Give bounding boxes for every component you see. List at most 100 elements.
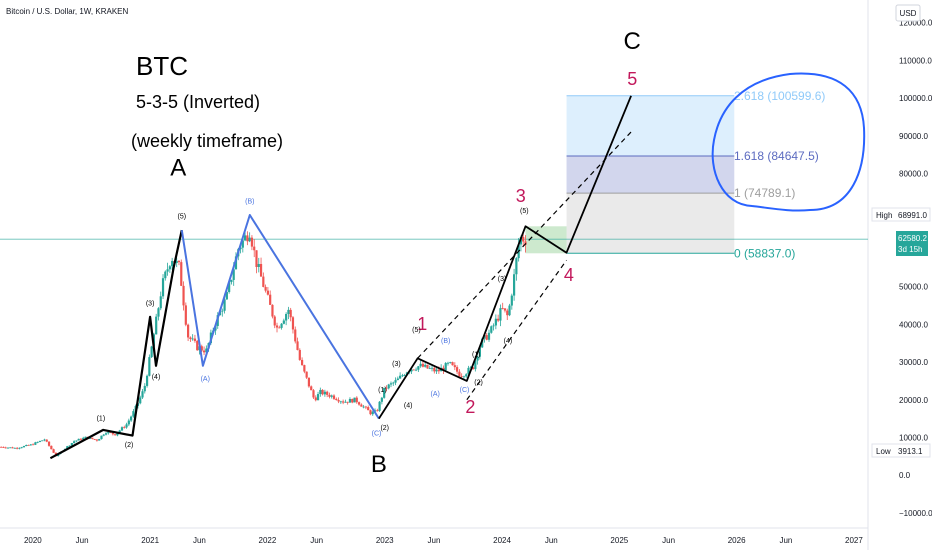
candle-body bbox=[421, 363, 425, 367]
candle-body bbox=[335, 398, 338, 400]
candle-body bbox=[476, 356, 479, 361]
fib-level-label: 0 (58837.0) bbox=[734, 246, 795, 260]
candle-body bbox=[68, 445, 71, 447]
wave-label-minor: (1) bbox=[97, 416, 106, 423]
wave-label-minor: (4) bbox=[152, 374, 161, 381]
candle-body bbox=[111, 432, 114, 435]
candle-body bbox=[478, 347, 481, 357]
candle-body bbox=[18, 447, 21, 449]
candle-body bbox=[471, 367, 475, 370]
x-tick-label: Jun bbox=[662, 536, 675, 545]
candle-body bbox=[492, 325, 495, 327]
candle-body bbox=[360, 404, 363, 407]
candle-body bbox=[145, 375, 149, 386]
wave-c-path bbox=[378, 95, 632, 420]
candle-body bbox=[148, 357, 151, 376]
candle-body bbox=[412, 369, 415, 371]
candle-body bbox=[346, 401, 349, 403]
wave-b-path bbox=[180, 214, 380, 420]
candle-body bbox=[314, 397, 317, 401]
wave-label-major: 2 bbox=[465, 397, 475, 417]
candle-body bbox=[481, 338, 484, 348]
candle-body bbox=[326, 391, 329, 395]
candle-body bbox=[385, 387, 388, 389]
candle-body bbox=[246, 235, 249, 242]
candle-body bbox=[118, 430, 121, 433]
candle-body bbox=[125, 424, 128, 428]
candle-body bbox=[273, 316, 276, 326]
candle-body bbox=[287, 309, 290, 315]
candle-body bbox=[4, 447, 7, 449]
candle-body bbox=[264, 286, 267, 291]
candle-body bbox=[282, 320, 285, 324]
candle-body bbox=[91, 437, 94, 440]
candle-body bbox=[139, 397, 142, 404]
last-price-value: 62580.2 bbox=[898, 234, 927, 243]
candle-body bbox=[161, 278, 165, 297]
candle-body bbox=[228, 282, 231, 293]
y-tick-label: 100000.0 bbox=[899, 94, 932, 103]
candle-body bbox=[310, 386, 313, 391]
candle-body bbox=[84, 436, 87, 438]
x-tick-label: 2025 bbox=[610, 536, 628, 545]
x-tick-label: Jun bbox=[310, 536, 323, 545]
candle-body bbox=[458, 371, 461, 377]
candle-body bbox=[93, 439, 96, 440]
wave-label-major: C bbox=[624, 28, 641, 55]
high-badge-box bbox=[871, 207, 931, 222]
candle-body bbox=[102, 434, 105, 436]
candle-body bbox=[196, 340, 199, 351]
candle-body bbox=[417, 366, 420, 370]
wave-label-minor: (5) bbox=[412, 327, 421, 334]
candle-body bbox=[342, 401, 345, 403]
candle-body bbox=[330, 395, 333, 397]
candle-body bbox=[401, 375, 404, 377]
candle-body bbox=[271, 304, 274, 317]
candle-body bbox=[269, 294, 272, 305]
bar-countdown: 3d 15h bbox=[898, 245, 922, 254]
candle-body bbox=[453, 365, 456, 368]
candle-body bbox=[303, 365, 306, 372]
candle-body bbox=[232, 269, 235, 280]
x-tick-label: 2022 bbox=[259, 536, 277, 545]
currency-badge-box[interactable] bbox=[895, 4, 921, 22]
candle-body bbox=[506, 310, 509, 316]
wave-label-major: 4 bbox=[564, 265, 574, 285]
wave-lines[interactable] bbox=[49, 95, 632, 460]
high-badge-value: 68991.0 bbox=[898, 211, 927, 220]
candle-body bbox=[127, 420, 130, 425]
candle-body bbox=[31, 444, 35, 446]
wave-label-minor: (5) bbox=[520, 208, 529, 215]
wave-label-major: 5 bbox=[627, 69, 637, 89]
low-badge-box bbox=[871, 443, 931, 458]
wave-label-minor: (1) bbox=[472, 351, 481, 358]
candle-body bbox=[371, 411, 374, 415]
candle-body bbox=[369, 410, 372, 415]
candle-body bbox=[337, 399, 340, 402]
candle-body bbox=[316, 394, 320, 401]
candle-body bbox=[177, 260, 181, 263]
y-tick-label: 20000.0 bbox=[899, 396, 928, 405]
y-tick-label: 80000.0 bbox=[899, 169, 928, 178]
fib-extension[interactable]: 2.618 (100599.6) 1.618 (84647.5) 1 (74789.… bbox=[525, 89, 825, 261]
candle-body bbox=[328, 394, 331, 397]
candles bbox=[0, 231, 527, 457]
candle-body bbox=[344, 401, 347, 403]
fib-level-label: 1.618 (84647.5) bbox=[734, 149, 819, 163]
candle-body bbox=[259, 263, 263, 277]
candle-body bbox=[239, 247, 242, 250]
candle-body bbox=[465, 374, 468, 377]
candle-body bbox=[449, 362, 452, 363]
candle-body bbox=[45, 439, 48, 442]
wave-label-minor: (4) bbox=[504, 338, 513, 345]
candle-body bbox=[98, 439, 101, 441]
candle-body bbox=[130, 416, 133, 421]
candle-body bbox=[451, 362, 454, 366]
candle-body bbox=[243, 235, 247, 241]
candle-body bbox=[184, 305, 187, 325]
candle-body bbox=[508, 305, 511, 316]
candle-body bbox=[392, 382, 395, 384]
candle-body bbox=[285, 314, 288, 321]
candle-body bbox=[75, 440, 78, 442]
